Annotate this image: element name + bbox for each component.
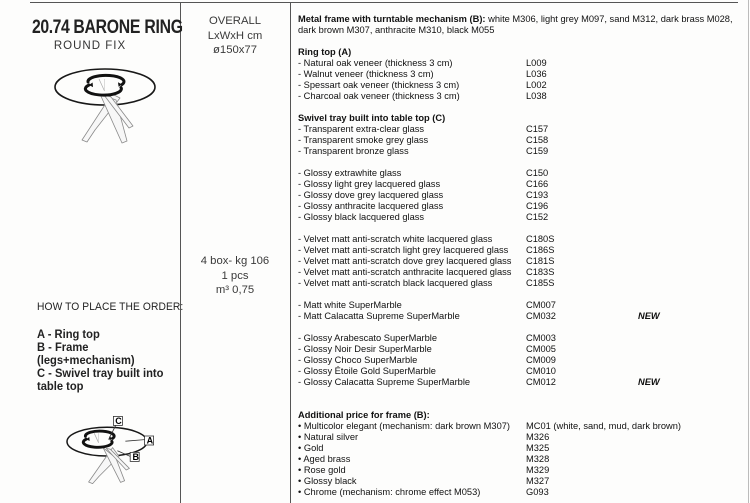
svg-text:C: C <box>115 416 122 426</box>
svg-text:A: A <box>147 435 154 445</box>
svg-text:B: B <box>133 452 140 462</box>
